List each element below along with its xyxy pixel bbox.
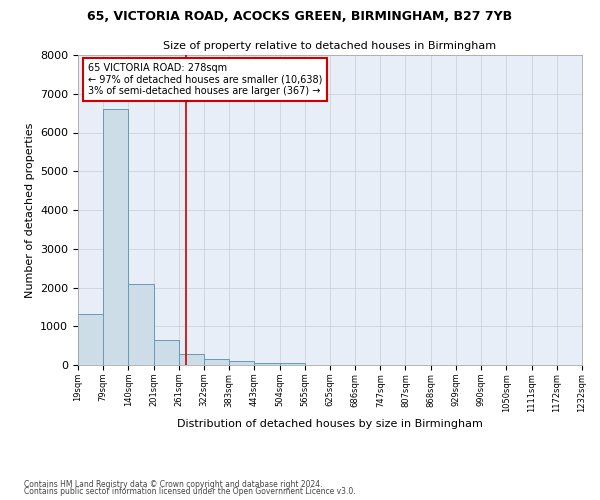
Text: Contains public sector information licensed under the Open Government Licence v3: Contains public sector information licen… [24,487,356,496]
Bar [154,340,179,365]
X-axis label: Distribution of detached houses by size in Birmingham: Distribution of detached houses by size … [177,418,483,428]
Bar [128,284,154,365]
Y-axis label: Number of detached properties: Number of detached properties [25,122,35,298]
Text: Contains HM Land Registry data © Crown copyright and database right 2024.: Contains HM Land Registry data © Crown c… [24,480,323,489]
Bar [103,110,128,365]
Text: 65 VICTORIA ROAD: 278sqm
← 97% of detached houses are smaller (10,638)
3% of sem: 65 VICTORIA ROAD: 278sqm ← 97% of detach… [88,62,322,96]
Bar [254,362,280,365]
Bar [204,359,229,365]
Bar [179,354,204,365]
Bar [280,362,305,365]
Title: Size of property relative to detached houses in Birmingham: Size of property relative to detached ho… [163,42,497,51]
Bar [229,361,254,365]
Bar [78,314,103,365]
Text: 65, VICTORIA ROAD, ACOCKS GREEN, BIRMINGHAM, B27 7YB: 65, VICTORIA ROAD, ACOCKS GREEN, BIRMING… [88,10,512,23]
